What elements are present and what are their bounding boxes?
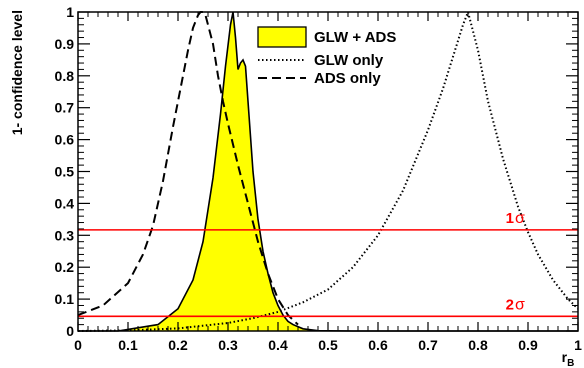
x-axis-title: rB xyxy=(562,349,575,368)
y-axis-title: 1- confidence level xyxy=(9,10,25,135)
series-line-glw-only xyxy=(77,8,579,332)
x-tick-label: 0.3 xyxy=(218,337,238,353)
sigma-symbol-1: σ xyxy=(515,210,525,227)
x-tick-label: 1 xyxy=(574,337,582,353)
legend-label-glw-only: GLW only xyxy=(314,52,384,69)
axes-frame: 0 0.1 0.2 0.3 0.4 0.5 0.6 0.7 0.8 0.9 1 0 0.1 0.2 0.3 0… xyxy=(55,4,583,353)
y-tick-label: 1 xyxy=(66,4,74,20)
legend-swatch-glw-ads xyxy=(257,26,307,48)
series-line-ads-only xyxy=(77,11,299,326)
y-tick-label: 0.1 xyxy=(55,291,75,307)
x-tick-label: 0.4 xyxy=(268,337,288,353)
x-tick-label: 0.9 xyxy=(518,337,538,353)
y-tick-label: 0.8 xyxy=(55,68,75,84)
x-tick-label: 0.5 xyxy=(318,337,338,353)
x-tick-label: 0.1 xyxy=(118,337,138,353)
sigma-label-1: 1 xyxy=(506,210,514,227)
x-tick-label: 0.8 xyxy=(468,337,488,353)
sigma-label-2: 2 xyxy=(506,296,514,313)
y-tick-label: 0 xyxy=(66,323,74,339)
sigma-symbol-2: σ xyxy=(515,296,525,313)
y-tick-label: 0.3 xyxy=(55,227,75,243)
legend-label-glw-ads: GLW + ADS xyxy=(314,29,396,46)
series-fill-glw-ads xyxy=(78,12,578,331)
y-tick-label: 0.9 xyxy=(55,36,75,52)
x-tick-label: 0 xyxy=(74,337,82,353)
plot-area: 1 σ2 σ xyxy=(77,8,579,332)
x-tick-label: 0.6 xyxy=(368,337,388,353)
legend-label-ads-only: ADS only xyxy=(314,70,381,87)
y-tick-label: 0.5 xyxy=(55,164,75,180)
x-tick-label: 0.2 xyxy=(168,337,188,353)
series-line-glw-ads xyxy=(78,11,578,332)
y-tick-label: 0.2 xyxy=(55,259,75,275)
x-tick-label: 0.7 xyxy=(418,337,438,353)
y-tick-label: 0.4 xyxy=(55,195,75,211)
y-tick-label: 0.6 xyxy=(55,132,75,148)
y-tick-label: 0.7 xyxy=(55,100,75,116)
